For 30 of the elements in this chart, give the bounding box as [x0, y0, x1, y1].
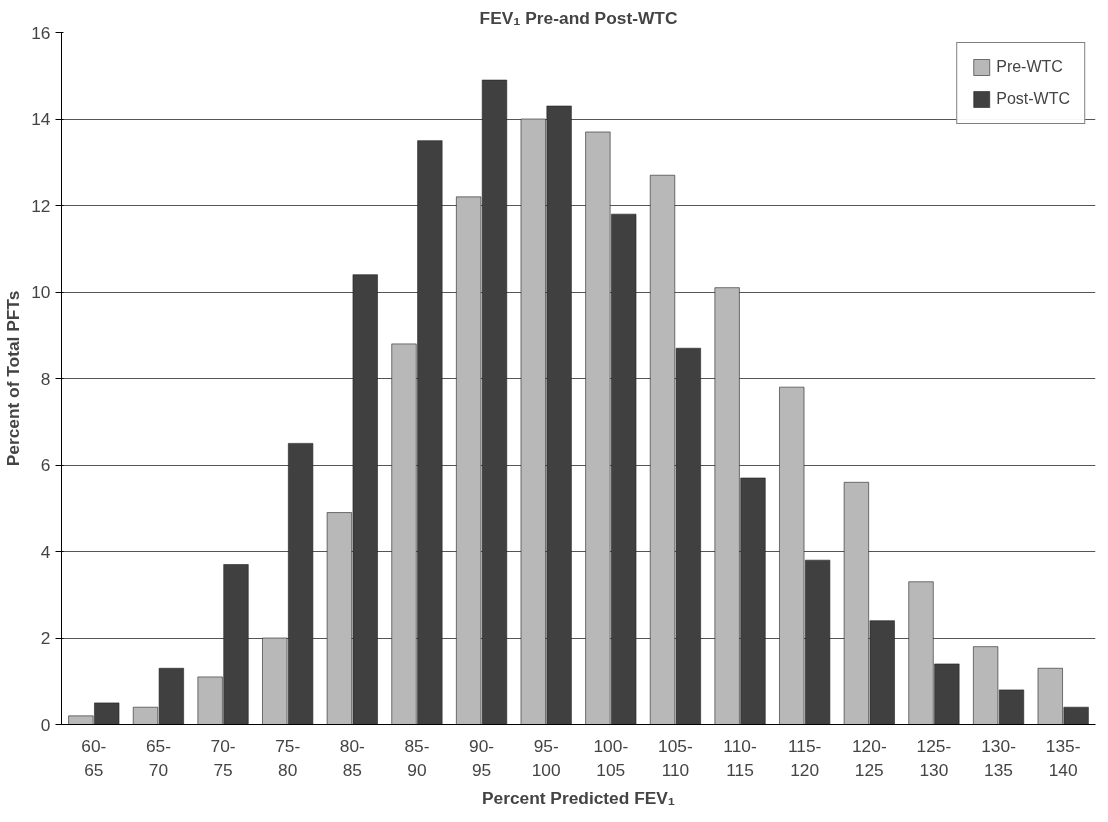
- x-tick-label: 95-100: [531, 735, 561, 780]
- x-tick-label: 65-70: [145, 735, 171, 780]
- y-axis-title: Percent of Total PFTs: [3, 290, 24, 467]
- x-tick-label: 90-95: [469, 735, 495, 780]
- x-axis-title: Percent Predicted FEV₁: [481, 787, 676, 808]
- y-tick-label: 8: [40, 368, 51, 389]
- y-tick-label: 2: [40, 628, 51, 648]
- x-tick-label: 125-130: [916, 735, 952, 780]
- x-tick-label: 110-115: [723, 735, 757, 780]
- y-tick-label: 10: [31, 282, 51, 302]
- chart-title: FEV₁ Pre-and Post-WTC: [479, 7, 678, 28]
- y-tick-label: 6: [40, 455, 51, 475]
- x-tick-label: 130-135: [981, 735, 1016, 780]
- x-tick-label: 135-140: [1045, 735, 1081, 780]
- x-tick-label: 70-75: [210, 735, 236, 780]
- legend-label: Pre-WTC: [996, 58, 1063, 76]
- y-tick-label: 4: [40, 541, 51, 562]
- y-tick-label: 12: [31, 195, 51, 216]
- x-tick-label: 75-80: [275, 735, 301, 780]
- x-tick-label: 105-110: [658, 735, 693, 780]
- x-tick-label: 120-125: [851, 735, 887, 780]
- x-tick-label: 60-65: [81, 735, 107, 780]
- y-tick-label: 16: [31, 22, 51, 43]
- y-tick-label: 14: [31, 109, 51, 129]
- x-tick-label: 80-85: [339, 735, 365, 780]
- x-tick-label: 85-90: [404, 735, 430, 780]
- legend-label: Post-WTC: [996, 90, 1070, 108]
- y-tick-label: 0: [40, 714, 51, 735]
- x-tick-label: 100-105: [593, 735, 629, 780]
- x-tick-label: 115-120: [787, 735, 822, 780]
